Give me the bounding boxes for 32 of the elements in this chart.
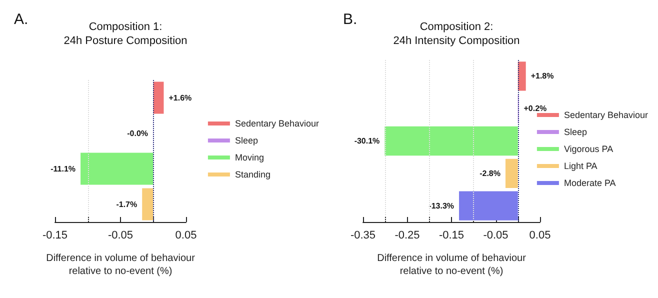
- legend-label: Sedentary Behaviour: [564, 110, 648, 120]
- text: A.: [14, 11, 28, 28]
- legend-label: Light PA: [564, 161, 598, 171]
- data-label: -30.1%: [354, 136, 380, 146]
- data-label: -2.8%: [480, 168, 500, 178]
- data-label: +1.8%: [530, 72, 554, 81]
- chart-title: Composition 1: 24h Posture Composition: [64, 21, 188, 47]
- legend-label: Vigorous PA: [564, 144, 614, 154]
- data-label: -13.3%: [428, 201, 454, 210]
- x-tick-label: -0.35: [350, 230, 376, 242]
- x-tick-label: 0.05: [175, 230, 197, 242]
- x-tick-label: -0.15: [438, 230, 464, 242]
- text: B.: [343, 11, 358, 28]
- data-label: -1.7%: [116, 200, 138, 209]
- legend-label: Moderate PA: [564, 178, 616, 188]
- x-tick-label: 0.05: [529, 230, 551, 242]
- data-label: -0.0%: [127, 128, 148, 138]
- legend-label: Sedentary Behaviour: [234, 118, 320, 128]
- x-axis-title: Difference in volume of behaviour relative to no-event (%): [46, 253, 196, 277]
- x-tick-label: -0.25: [394, 230, 420, 242]
- legend-label: Sleep: [234, 136, 258, 146]
- legend-label: Standing: [234, 170, 270, 180]
- x-tick-label: -0.15: [42, 230, 68, 242]
- chart-title: Composition 2: 24h Intensity Composition: [393, 21, 520, 47]
- data-label: +0.2%: [524, 104, 547, 114]
- x-tick-label: -0.05: [483, 230, 508, 242]
- x-axis-title: Difference in volume of behaviour relative to no-event (%): [377, 253, 527, 277]
- x-tick-label: -0.05: [108, 230, 134, 242]
- legend-label: Sleep: [564, 127, 587, 137]
- data-label: -11.1%: [50, 164, 76, 174]
- data-label: +1.6%: [168, 93, 192, 102]
- legend-label: Moving: [234, 152, 264, 162]
